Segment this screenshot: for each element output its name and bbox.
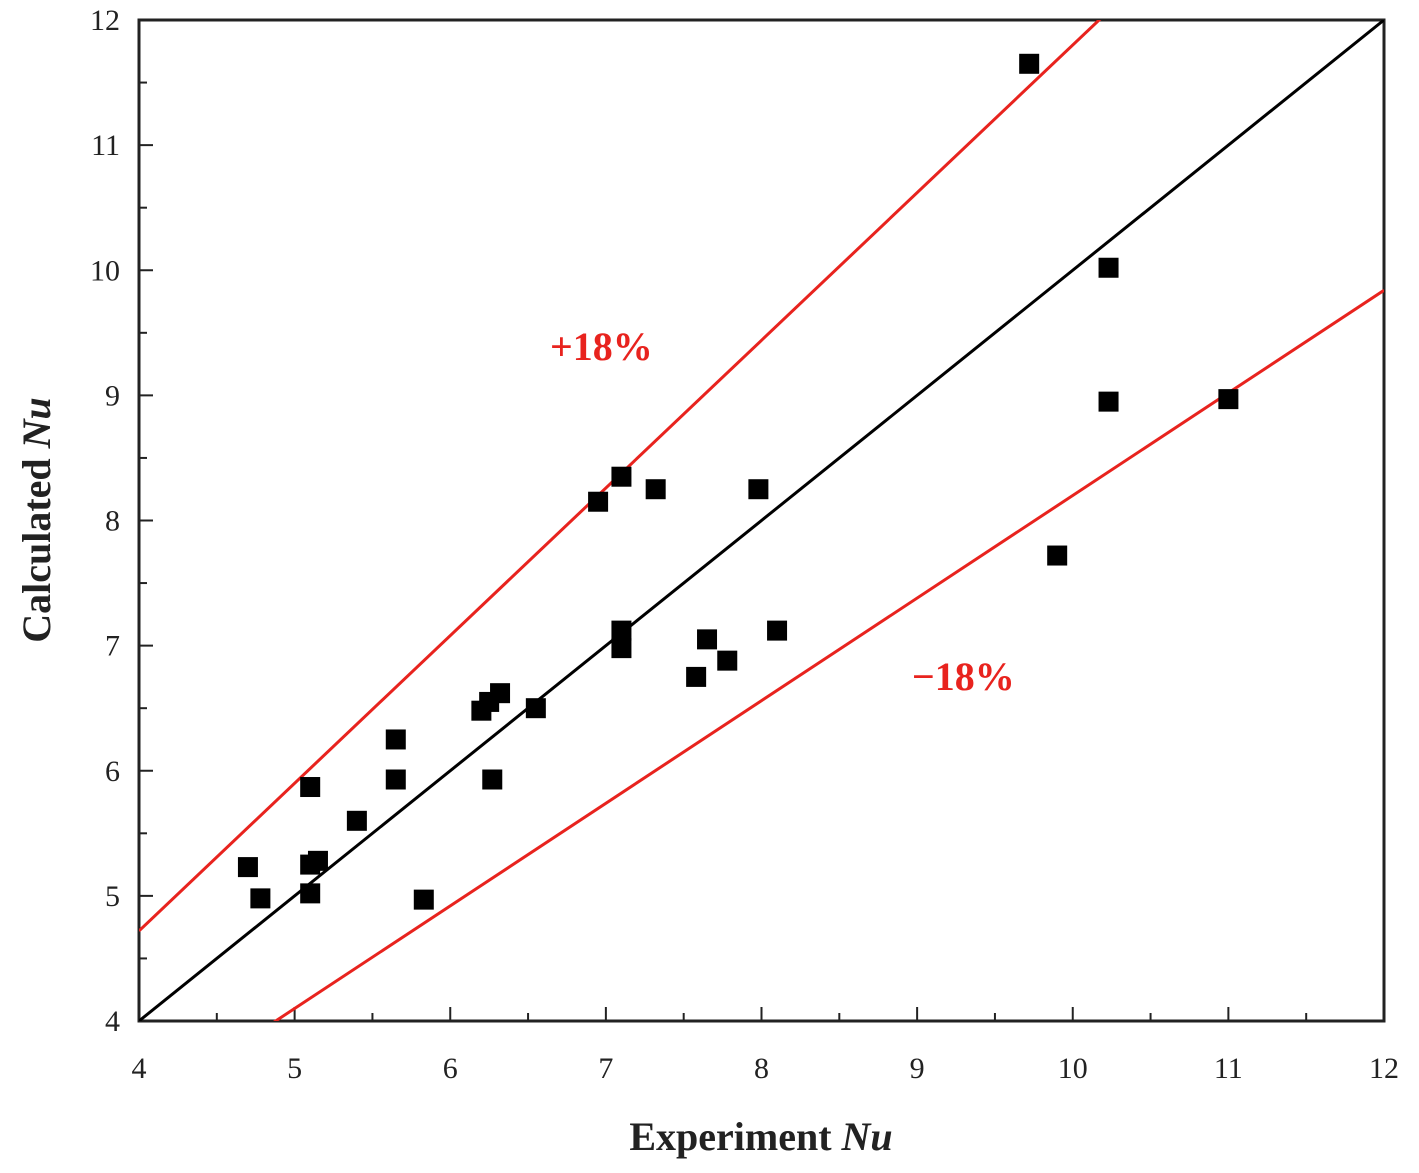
data-point [237, 857, 258, 878]
x-tick-label: 7 [598, 1052, 613, 1085]
data-point [300, 883, 321, 904]
data-point [385, 769, 406, 790]
y-tick-label: 11 [91, 129, 120, 162]
data-point [1019, 53, 1040, 74]
y-tick-label: 6 [105, 755, 120, 788]
y-tick-label: 4 [105, 1005, 120, 1038]
y-tick-label: 10 [90, 254, 120, 287]
x-tick-label: 4 [132, 1052, 147, 1085]
data-point [250, 888, 271, 909]
y-axis-title: Calculated Nu [14, 397, 59, 643]
x-tick-label: 9 [910, 1052, 925, 1085]
reference-lines [139, 20, 1384, 1021]
y-tick-label: 8 [105, 505, 120, 538]
data-point [385, 729, 406, 750]
data-point [307, 850, 328, 871]
data-point [525, 698, 546, 719]
data-points [237, 53, 1239, 910]
minus-18-percent-label: −18% [912, 654, 1015, 699]
x-tick-label: 11 [1214, 1052, 1243, 1085]
y-tick-label: 12 [90, 4, 120, 37]
data-point [611, 638, 632, 659]
data-point [1218, 389, 1239, 410]
reference-line-plus-18 [139, 20, 1102, 932]
data-point [767, 620, 788, 641]
x-tick-label: 12 [1369, 1052, 1399, 1085]
plus-18-percent-label: +18% [550, 324, 653, 369]
data-point [1098, 257, 1119, 278]
x-tick-label: 6 [443, 1052, 458, 1085]
data-point [645, 479, 666, 500]
data-point [346, 810, 367, 831]
data-point [1047, 545, 1068, 566]
data-point [748, 479, 769, 500]
data-point [490, 683, 511, 704]
x-axis-title: Experiment Nu [629, 1114, 892, 1159]
data-point [300, 777, 321, 798]
data-point [717, 650, 738, 671]
data-point [611, 466, 632, 487]
data-point [482, 769, 503, 790]
data-point [697, 629, 718, 650]
axis-ticks: 4 5 6 7 8 9 10 11 12 4 5 6 7 8 9 10 11 12 [90, 4, 1399, 1085]
data-point [686, 666, 707, 687]
x-tick-label: 10 [1058, 1052, 1088, 1085]
data-point [413, 889, 434, 910]
reference-line-minus-18 [272, 289, 1384, 1021]
y-tick-label: 5 [105, 880, 120, 913]
data-point [588, 491, 609, 512]
data-point [611, 620, 632, 641]
y-tick-label: 7 [105, 630, 120, 663]
reference-line-identity [139, 20, 1384, 1021]
x-tick-label: 8 [754, 1052, 769, 1085]
x-tick-label: 5 [287, 1052, 302, 1085]
data-point [1098, 391, 1119, 412]
y-tick-label: 9 [105, 379, 120, 412]
